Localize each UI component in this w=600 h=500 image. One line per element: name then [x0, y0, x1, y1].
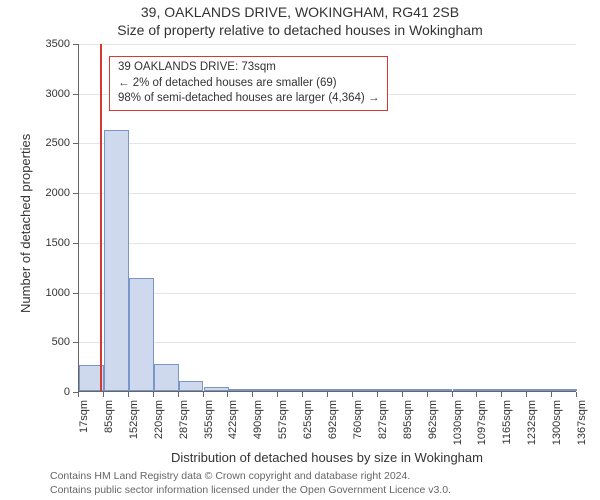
x-tick-label: 287sqm: [178, 400, 190, 450]
x-tick-mark: [78, 392, 79, 397]
x-tick-mark: [551, 392, 552, 397]
histogram-bar: [104, 130, 129, 391]
reference-line: [100, 44, 102, 391]
x-tick-label: 625sqm: [302, 400, 314, 450]
gridline: [79, 243, 576, 244]
histogram-bar: [228, 389, 253, 391]
y-axis-label: Number of detached properties: [18, 134, 33, 313]
histogram-bar: [204, 387, 229, 391]
histogram-bar: [154, 364, 179, 391]
x-tick-label: 827sqm: [377, 400, 389, 450]
y-tick-label: 3000: [38, 88, 70, 100]
annotation-line: ← 2% of detached houses are smaller (69): [118, 76, 379, 92]
x-tick-mark: [252, 392, 253, 397]
histogram-bar: [253, 389, 278, 391]
gridline: [79, 143, 576, 144]
chart-title-line1: 39, OAKLANDS DRIVE, WOKINGHAM, RG41 2SB: [0, 4, 600, 20]
x-tick-label: 85sqm: [103, 400, 115, 450]
histogram-bar: [353, 389, 378, 391]
histogram-bar: [527, 389, 552, 391]
histogram-bar: [477, 389, 502, 391]
y-tick-mark: [73, 243, 78, 244]
x-axis-label: Distribution of detached houses by size …: [78, 450, 576, 465]
y-tick-label: 2000: [38, 187, 70, 199]
x-tick-label: 557sqm: [277, 400, 289, 450]
y-tick-mark: [73, 143, 78, 144]
y-tick-label: 1500: [38, 237, 70, 249]
x-tick-label: 895sqm: [402, 400, 414, 450]
histogram-bar: [502, 389, 527, 391]
x-tick-mark: [452, 392, 453, 397]
y-tick-label: 2500: [38, 137, 70, 149]
histogram-bar: [278, 389, 303, 391]
x-tick-label: 1300sqm: [551, 400, 563, 450]
chart-root: { "title_line1": "39, OAKLANDS DRIVE, WO…: [0, 0, 600, 500]
x-tick-mark: [103, 392, 104, 397]
chart-title-line2: Size of property relative to detached ho…: [0, 22, 600, 38]
x-tick-label: 1367sqm: [576, 400, 588, 450]
x-tick-mark: [178, 392, 179, 397]
x-tick-label: 1097sqm: [476, 400, 488, 450]
x-tick-mark: [352, 392, 353, 397]
x-tick-mark: [576, 392, 577, 397]
y-tick-mark: [73, 293, 78, 294]
x-tick-mark: [427, 392, 428, 397]
histogram-bar: [129, 278, 154, 391]
y-tick-mark: [73, 94, 78, 95]
footer-line: Contains public sector information licen…: [50, 484, 451, 498]
y-tick-label: 1000: [38, 287, 70, 299]
x-tick-label: 220sqm: [153, 400, 165, 450]
histogram-bar: [428, 389, 453, 391]
x-tick-label: 490sqm: [252, 400, 264, 450]
y-tick-mark: [73, 193, 78, 194]
x-tick-mark: [203, 392, 204, 397]
y-tick-label: 3500: [38, 38, 70, 50]
histogram-bar: [453, 389, 478, 391]
x-tick-label: 962sqm: [427, 400, 439, 450]
x-tick-label: 422sqm: [227, 400, 239, 450]
x-tick-label: 1030sqm: [452, 400, 464, 450]
x-tick-mark: [327, 392, 328, 397]
x-tick-label: 355sqm: [203, 400, 215, 450]
x-tick-mark: [402, 392, 403, 397]
plot-area: 39 OAKLANDS DRIVE: 73sqm ← 2% of detache…: [78, 44, 576, 392]
histogram-bar: [303, 389, 328, 391]
x-tick-label: 760sqm: [352, 400, 364, 450]
histogram-bar: [378, 389, 403, 391]
histogram-bar: [403, 389, 428, 391]
x-tick-mark: [128, 392, 129, 397]
annotation-line: 98% of semi-detached houses are larger (…: [118, 91, 379, 107]
x-tick-mark: [227, 392, 228, 397]
footer-line: Contains HM Land Registry data © Crown c…: [50, 470, 451, 484]
x-tick-label: 152sqm: [128, 400, 140, 450]
x-tick-label: 1165sqm: [501, 400, 513, 450]
x-tick-mark: [526, 392, 527, 397]
x-tick-mark: [302, 392, 303, 397]
gridline: [79, 44, 576, 45]
x-tick-mark: [377, 392, 378, 397]
gridline: [79, 193, 576, 194]
annotation-box: 39 OAKLANDS DRIVE: 73sqm ← 2% of detache…: [109, 56, 388, 111]
y-tick-mark: [73, 342, 78, 343]
histogram-bar: [179, 381, 204, 391]
x-tick-mark: [277, 392, 278, 397]
x-tick-label: 17sqm: [78, 400, 90, 450]
y-tick-label: 0: [38, 386, 70, 398]
x-tick-label: 1232sqm: [526, 400, 538, 450]
x-tick-mark: [501, 392, 502, 397]
y-tick-mark: [73, 44, 78, 45]
x-tick-mark: [153, 392, 154, 397]
annotation-line: 39 OAKLANDS DRIVE: 73sqm: [118, 60, 379, 76]
histogram-bar: [552, 389, 577, 391]
plot-wrap: 39 OAKLANDS DRIVE: 73sqm ← 2% of detache…: [78, 44, 576, 392]
y-tick-label: 500: [38, 336, 70, 348]
histogram-bar: [328, 389, 353, 391]
x-tick-mark: [476, 392, 477, 397]
chart-footer: Contains HM Land Registry data © Crown c…: [50, 470, 451, 497]
x-tick-label: 692sqm: [327, 400, 339, 450]
